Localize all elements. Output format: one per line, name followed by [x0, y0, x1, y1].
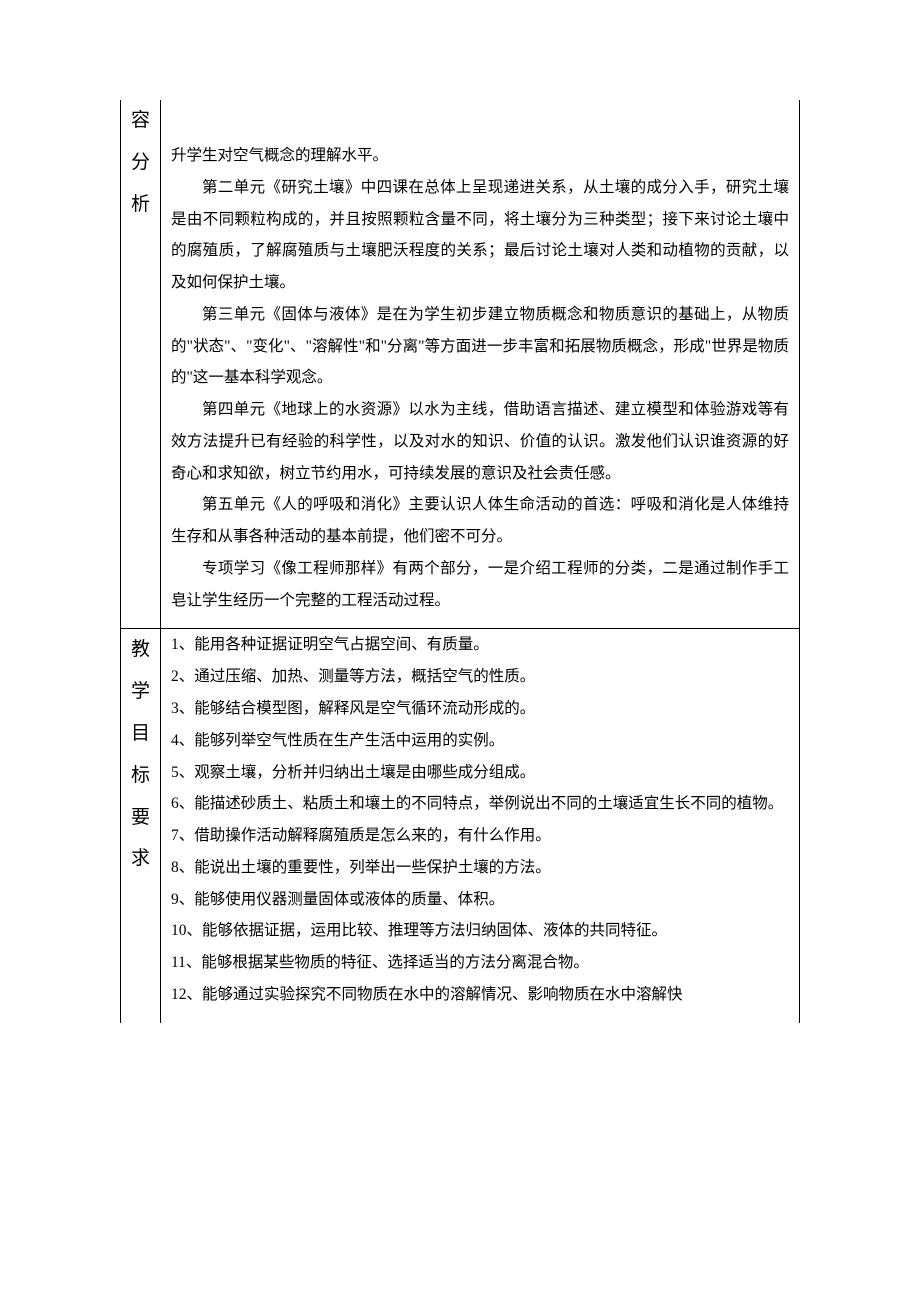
teaching-objectives-label-cell: 教 学 目 标 要 求 — [121, 629, 161, 1023]
label-char: 标 — [121, 755, 160, 797]
label-char: 求 — [121, 838, 160, 880]
document-page: 容 分 析 升学生对空气概念的理解水平。 第二单元《研究土壤》中四课在总体上呈现… — [0, 0, 920, 1103]
label-char: 教 — [121, 629, 160, 671]
lesson-plan-table: 容 分 析 升学生对空气概念的理解水平。 第二单元《研究土壤》中四课在总体上呈现… — [120, 100, 800, 1023]
objective-item: 4、能够列举空气性质在生产生活中运用的实例。 — [171, 725, 789, 757]
objective-item: 9、能够使用仪器测量固体或液体的质量、体积。 — [171, 884, 789, 916]
objective-item: 7、借助操作活动解释腐殖质是怎么来的，有什么作用。 — [171, 820, 789, 852]
objective-item: 5、观察土壤，分析并归纳出土壤是由哪些成分组成。 — [171, 757, 789, 789]
teaching-objectives-row: 教 学 目 标 要 求 1、能用各种证据证明空气占据空间、有质量。 2、通过压缩… — [121, 629, 800, 1023]
label-char: 容 — [121, 100, 160, 142]
paragraph: 专项学习《像工程师那样》有两个部分，一是介绍工程师的分类，二是通过制作手工皂让学… — [171, 553, 789, 617]
paragraph: 第四单元《地球上的水资源》以水为主线，借助语言描述、建立模型和体验游戏等有效方法… — [171, 394, 789, 489]
content-analysis-label: 容 分 析 — [121, 100, 160, 225]
label-char: 析 — [121, 184, 160, 226]
teaching-objectives-body: 1、能用各种证据证明空气占据空间、有质量。 2、通过压缩、加热、测量等方法，概括… — [161, 629, 800, 1023]
objective-item: 12、能够通过实验探究不同物质在水中的溶解情况、影响物质在水中溶解快 — [171, 979, 789, 1011]
content-analysis-row: 容 分 析 升学生对空气概念的理解水平。 第二单元《研究土壤》中四课在总体上呈现… — [121, 100, 800, 629]
paragraph: 升学生对空气概念的理解水平。 — [171, 140, 789, 172]
objective-item: 6、能描述砂质土、粘质土和壤土的不同特点，举例说出不同的土壤适宜生长不同的植物。 — [171, 788, 789, 820]
content-analysis-body: 升学生对空气概念的理解水平。 第二单元《研究土壤》中四课在总体上呈现递进关系，从… — [161, 100, 800, 629]
label-char: 分 — [121, 142, 160, 184]
objective-item: 10、能够依据证据，运用比较、推理等方法归纳固体、液体的共同特征。 — [171, 915, 789, 947]
label-char: 要 — [121, 797, 160, 839]
objective-item: 1、能用各种证据证明空气占据空间、有质量。 — [171, 629, 789, 661]
objective-item: 8、能说出土壤的重要性，列举出一些保护土壤的方法。 — [171, 852, 789, 884]
objective-item: 11、能够根据某些物质的特征、选择适当的方法分离混合物。 — [171, 947, 789, 979]
paragraph: 第三单元《固体与液体》是在为学生初步建立物质概念和物质意识的基础上，从物质的"状… — [171, 299, 789, 394]
objective-item: 3、能够结合模型图，解释风是空气循环流动形成的。 — [171, 693, 789, 725]
content-analysis-label-cell: 容 分 析 — [121, 100, 161, 629]
label-char: 学 — [121, 671, 160, 713]
paragraph: 第五单元《人的呼吸和消化》主要认识人体生命活动的首选：呼吸和消化是人体维持生存和… — [171, 489, 789, 553]
teaching-objectives-label: 教 学 目 标 要 求 — [121, 629, 160, 880]
objective-item: 2、通过压缩、加热、测量等方法，概括空气的性质。 — [171, 661, 789, 693]
label-char: 目 — [121, 713, 160, 755]
paragraph: 第二单元《研究土壤》中四课在总体上呈现递进关系，从土壤的成分入手，研究土壤是由不… — [171, 172, 789, 299]
